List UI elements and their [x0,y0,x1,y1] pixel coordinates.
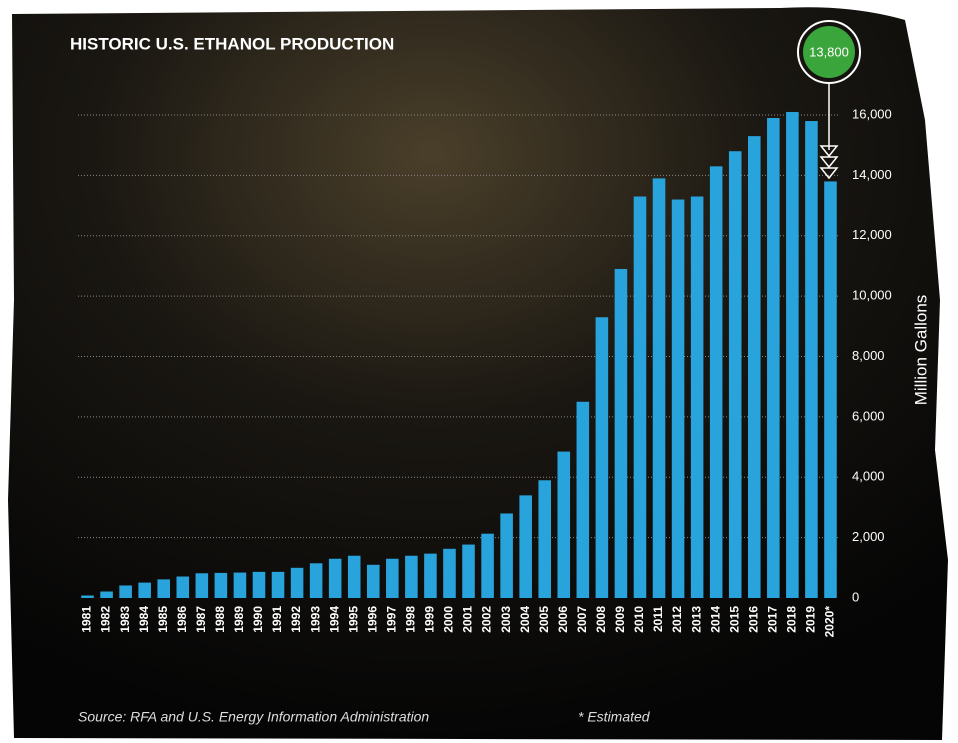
note: * Estimated [578,709,651,725]
x-tick-label: 2004 [518,606,532,633]
bar [386,558,399,598]
annotation: 13,800 [809,44,849,59]
bar [633,196,647,598]
x-tick-label: 2013 [689,606,703,633]
y-tick-label: 2,000 [852,529,885,544]
y-tick-label: 8,000 [852,348,885,363]
bar [614,268,628,598]
bar [519,495,532,598]
x-tick-label: 2014 [708,606,722,633]
bar [138,582,151,598]
bar [576,401,590,598]
bar [214,572,228,598]
bar [671,199,685,598]
x-tick-label: 1987 [194,606,208,633]
bar [767,118,780,599]
annotation-ring [797,20,861,84]
x-tick-label: 1996 [365,606,379,633]
bar [424,553,437,598]
x-tick-label: 1993 [308,606,322,633]
x-tick-label: 1982 [99,606,113,633]
x-tick-label: 2000 [442,606,456,633]
bar [195,573,209,598]
bar [271,571,285,598]
bar [462,544,475,598]
x-tick-label: 1999 [423,606,437,633]
bar [652,178,666,599]
annotation-circle [803,26,855,78]
y-tick-label: 12,000 [852,227,892,242]
x-tick-label: 1989 [232,606,246,633]
x-tick-label: 2010 [632,606,646,633]
bar [405,555,418,598]
x-tick-label: 1998 [404,606,418,633]
bar [252,571,266,598]
y-tick-label: 6,000 [852,408,885,423]
x-tick-label: 2008 [594,606,608,633]
bar [690,196,704,598]
x-tick-label: 2003 [499,606,513,633]
x-tick-label: 2020* [823,606,837,638]
bar [157,579,171,598]
x-tick-label: 1992 [289,606,303,633]
bar [347,555,361,598]
bar [81,595,94,598]
x-tick-label: 1994 [327,606,341,633]
x-tick-label: 2017 [765,606,779,633]
bar [366,564,380,598]
x-tick-label: 2001 [461,606,475,633]
x-tick-label: 2007 [575,606,589,633]
x-tick-label: 2012 [670,606,684,633]
x-tick-label: 2015 [727,606,741,633]
bar [328,558,342,598]
y-tick-label: 10,000 [852,288,892,303]
bar [443,548,456,598]
source: Source: RFA and U.S. Energy Information … [78,709,429,725]
y-tick-label: 16,000 [852,106,892,121]
x-tick-label: 1997 [384,606,398,633]
bar [538,480,552,598]
bar [290,567,304,598]
bar [100,591,113,598]
x-tick-label: 1990 [251,606,265,633]
x-tick-label: 1984 [137,606,151,633]
y-axis-label: Million Gallons [911,295,930,406]
bar [309,563,323,598]
x-tick-label: 2018 [785,606,799,633]
x-tick-label: 2002 [480,606,494,633]
bar [500,513,513,598]
bar [805,121,818,598]
bar [557,451,571,598]
arrow-head [819,145,839,180]
bar [747,136,761,598]
bar [824,181,837,598]
bar [176,576,190,598]
x-tick-label: 2019 [804,606,818,633]
x-tick-label: 1981 [80,606,94,633]
x-tick-label: 1988 [213,606,227,633]
bar [728,151,742,598]
x-tick-label: 2016 [746,606,760,633]
y-tick-label: 14,000 [852,167,892,182]
bar [233,572,247,598]
x-tick-label: 1986 [175,606,189,633]
bar [595,317,609,598]
y-tick-label: 0 [852,589,859,604]
bar [709,166,723,598]
x-tick-label: 1995 [346,606,360,633]
x-tick-label: 1983 [118,606,132,633]
x-tick-label: 2005 [537,606,551,633]
x-tick-label: 2011 [651,606,665,632]
x-tick-label: 1985 [156,606,170,633]
bar [786,111,799,598]
chart-title: HISTORIC U.S. ETHANOL PRODUCTION [70,34,394,53]
plot-area: 0 2,000 4,000 6,000 8,000 10,000 12,000 14,000 1… [78,106,892,637]
y-tick-label: 4,000 [852,469,885,484]
x-tick-label: 2009 [613,606,627,633]
x-tick-label: 1991 [270,606,284,633]
bar [119,585,132,598]
x-tick-label: 2006 [556,606,570,633]
bar [481,533,494,598]
